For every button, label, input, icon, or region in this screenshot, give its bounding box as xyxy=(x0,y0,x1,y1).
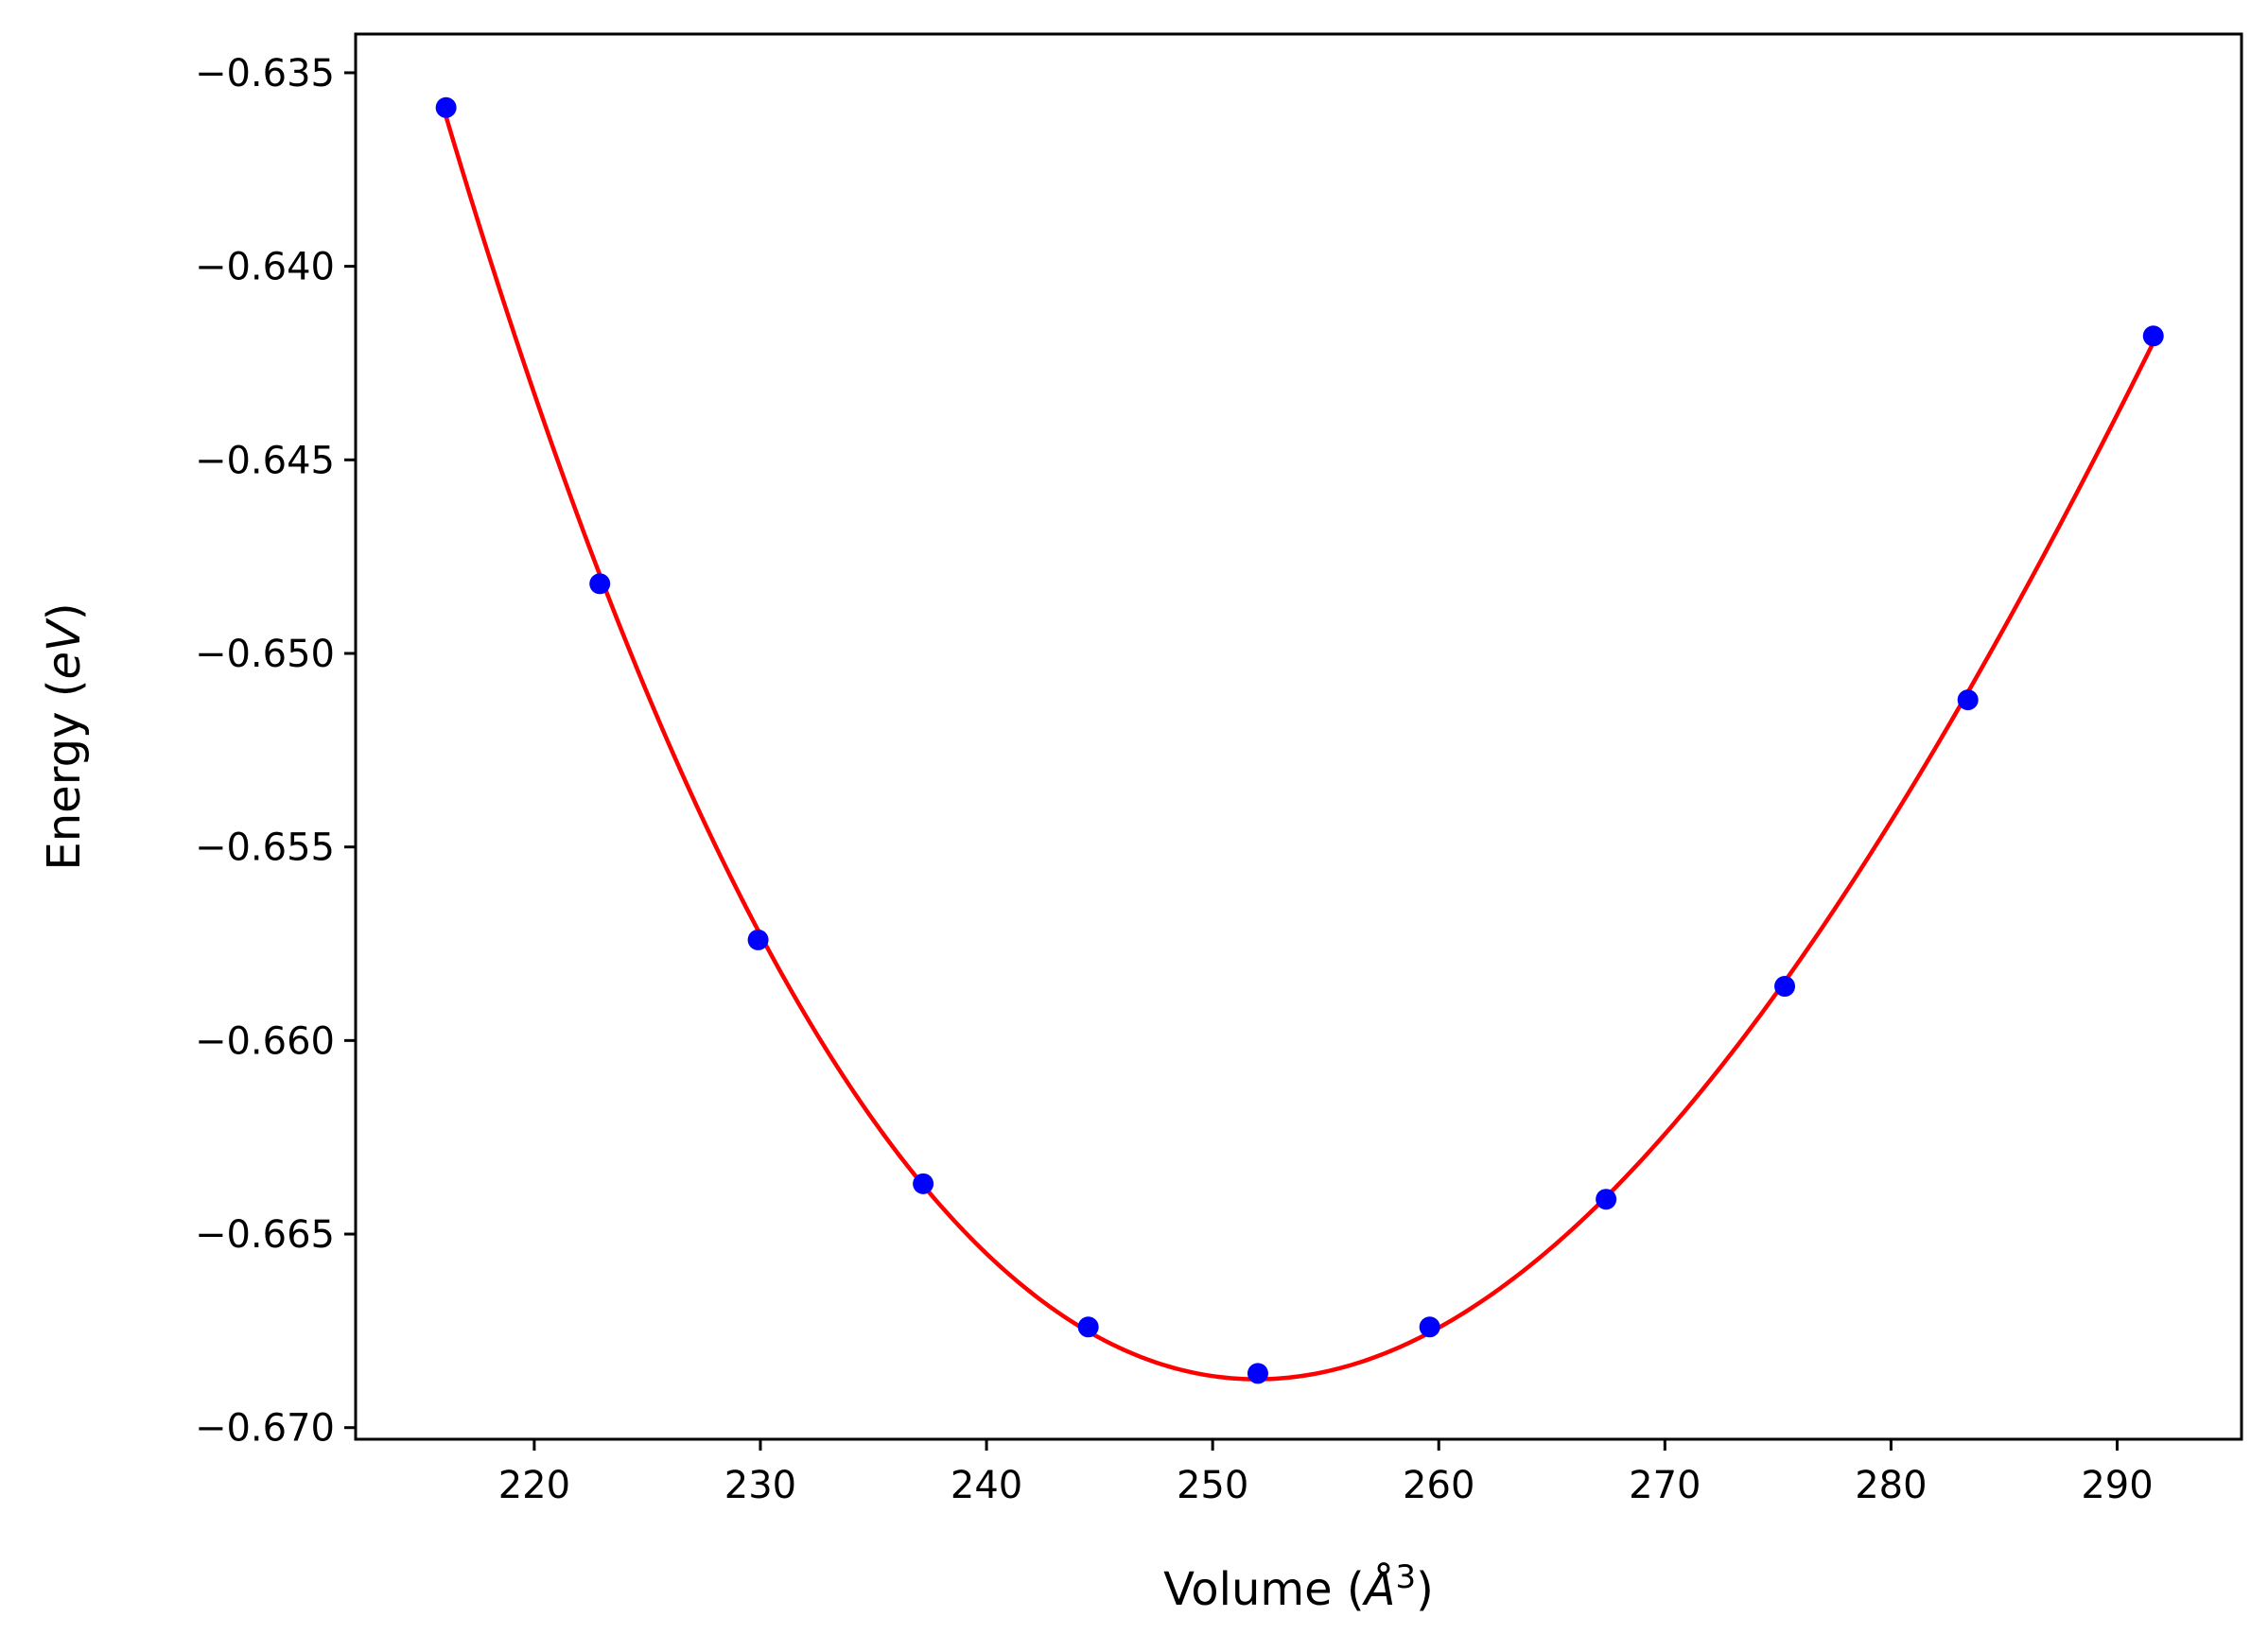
y-tick-label: −0.665 xyxy=(195,1213,335,1257)
fit-curve-layer xyxy=(444,115,2155,1382)
data-point xyxy=(1957,689,1979,711)
x-tick-label: 280 xyxy=(1855,1464,1927,1507)
data-point xyxy=(747,929,769,950)
fit-curve xyxy=(444,115,2155,1382)
x-axis-label: Volume (Å3) xyxy=(1163,1558,1434,1616)
y-tick-label: −0.660 xyxy=(195,1019,335,1063)
y-tick-label: −0.670 xyxy=(195,1407,335,1451)
x-tick-label: 240 xyxy=(951,1464,1022,1507)
x-axis-ticks: 220 230 240 250 260 270 280 290 xyxy=(498,1439,2154,1507)
data-point xyxy=(1419,1316,1440,1338)
y-tick-label: −0.645 xyxy=(195,439,335,482)
x-tick-label: 290 xyxy=(2081,1464,2153,1507)
plot-frame xyxy=(354,32,2243,1441)
y-axis-label: Energy (eV) xyxy=(38,602,91,870)
y-tick-label: −0.655 xyxy=(195,826,335,870)
x-tick-label: 230 xyxy=(724,1464,796,1507)
y-tick-label: −0.640 xyxy=(195,246,335,289)
data-point xyxy=(1774,976,1796,998)
data-point xyxy=(1077,1316,1099,1338)
y-tick-label: −0.635 xyxy=(195,52,335,96)
data-points-layer xyxy=(435,96,2164,1384)
data-point xyxy=(1596,1189,1617,1210)
data-point xyxy=(2142,325,2164,347)
x-tick-label: 250 xyxy=(1177,1464,1248,1507)
data-point xyxy=(589,573,611,595)
data-point xyxy=(1247,1363,1268,1384)
data-point xyxy=(913,1173,934,1194)
x-tick-label: 270 xyxy=(1629,1464,1701,1507)
y-axis-ticks: −0.635 −0.640 −0.645 −0.650 −0.655 −0.660 −0.6… xyxy=(195,52,356,1451)
y-tick-label: −0.650 xyxy=(195,633,335,676)
data-point xyxy=(435,96,457,118)
x-tick-label: 220 xyxy=(498,1464,570,1507)
x-tick-label: 260 xyxy=(1403,1464,1474,1507)
